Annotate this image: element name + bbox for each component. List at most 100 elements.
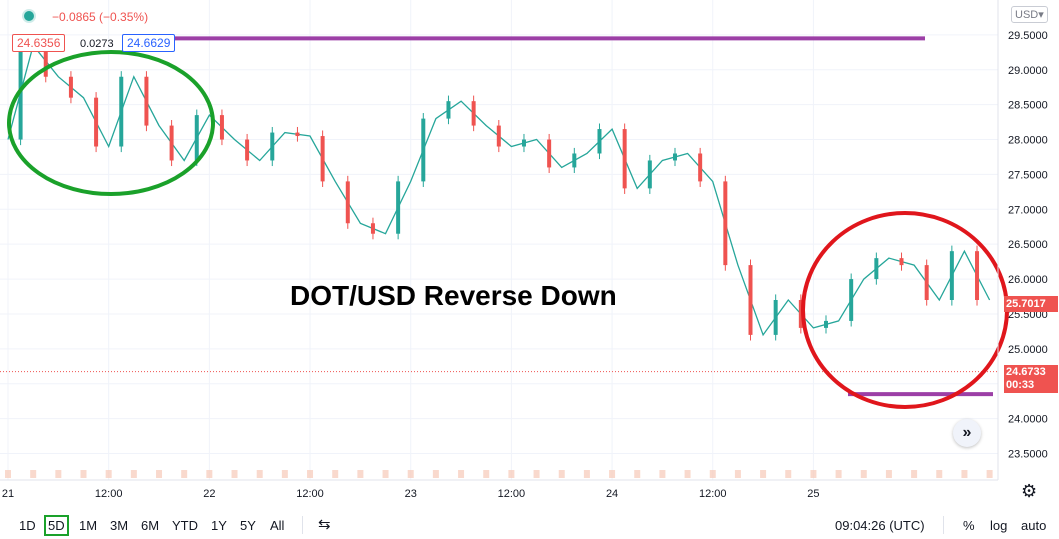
candle-body <box>572 153 577 168</box>
range-ytd[interactable]: YTD <box>172 518 198 533</box>
y-tick-label: 28.0000 <box>1008 135 1048 147</box>
x-tick-label: 12:00 <box>296 488 324 500</box>
range-1d[interactable]: 1D <box>19 518 36 533</box>
price-chart[interactable]: DOT/USD Reverse Down 23.500024.000024.50… <box>0 0 1059 510</box>
volume-bar <box>181 470 188 478</box>
volume-bar <box>256 470 263 478</box>
volume-bar <box>684 470 691 478</box>
candle-body <box>119 76 124 147</box>
candle-body <box>446 101 451 119</box>
volume-bar <box>206 470 213 478</box>
volume-bar <box>885 470 892 478</box>
chevron-down-icon: ▾ <box>1038 9 1044 21</box>
candle-body <box>924 265 929 300</box>
candle-body <box>370 223 375 234</box>
candle-body <box>320 136 325 182</box>
range-1m[interactable]: 1M <box>79 518 98 533</box>
volume-bar <box>307 470 314 478</box>
candle-body <box>672 153 677 161</box>
volume-bar <box>30 470 37 478</box>
candle-body <box>647 160 652 189</box>
currency-label: USD <box>1015 9 1039 21</box>
candle-body <box>396 181 401 234</box>
candle-body <box>94 97 99 147</box>
x-tick-label: 23 <box>405 488 417 500</box>
y-tick-label: 26.5000 <box>1008 239 1048 251</box>
utc-clock[interactable]: 09:04:26 (UTC) <box>835 518 925 533</box>
volume-bar <box>55 470 62 478</box>
x-tick-label: 12:00 <box>498 488 526 500</box>
volume-bar <box>407 470 414 478</box>
volume-bar <box>609 470 616 478</box>
candle-body <box>295 132 300 137</box>
x-tick-label: 24 <box>606 488 618 500</box>
goto-date-icon[interactable]: ⇆ <box>318 516 331 533</box>
volume-bar <box>634 470 641 478</box>
candle-body <box>345 181 350 224</box>
volume-bar <box>860 470 867 478</box>
eye-icon[interactable] <box>22 9 36 23</box>
percent-toggle[interactable]: % <box>963 518 975 533</box>
candle-body <box>748 265 753 335</box>
x-tick-label: 21 <box>2 488 14 500</box>
candle-body <box>144 76 149 126</box>
range-5d[interactable]: 5D <box>44 515 69 536</box>
range-3m[interactable]: 3M <box>110 518 129 533</box>
bid-price[interactable]: 24.6356 <box>12 34 66 52</box>
y-tick-label: 25.0000 <box>1008 344 1048 356</box>
candle-body <box>622 129 627 189</box>
last-price-label: 24.6733 00:33 <box>1004 365 1058 393</box>
separator <box>943 516 944 534</box>
volume-bar <box>583 470 590 478</box>
x-tick-label: 25 <box>807 488 819 500</box>
candle-body <box>723 181 728 266</box>
candle-body <box>824 320 829 328</box>
volume-bar <box>659 470 666 478</box>
log-toggle[interactable]: log <box>990 518 1008 533</box>
volume-bar <box>458 470 465 478</box>
volume-bar <box>156 470 163 478</box>
red-ellipse-annotation <box>801 211 1009 409</box>
candle-body <box>471 101 476 126</box>
candle-body <box>43 45 48 77</box>
y-tick-label: 27.0000 <box>1008 204 1048 216</box>
last-price-value: 24.6733 <box>1006 366 1046 378</box>
volume-bar <box>382 470 389 478</box>
candle-body <box>421 118 426 182</box>
range-6m[interactable]: 6M <box>141 518 160 533</box>
candle-body <box>698 153 703 182</box>
candle-body <box>949 251 954 300</box>
volume-bar <box>734 470 741 478</box>
candle-body <box>547 139 552 168</box>
candle-body <box>496 125 501 147</box>
gear-icon[interactable]: ⚙ <box>1021 481 1038 501</box>
scroll-to-realtime-button[interactable]: » <box>953 419 981 447</box>
y-tick-label: 23.5000 <box>1008 448 1048 460</box>
candle-body <box>169 125 174 161</box>
x-tick-label: 12:00 <box>95 488 123 500</box>
volume-bar <box>483 470 490 478</box>
volume-bar <box>533 470 540 478</box>
bottom-toolbar: 1D 5D 1M 3M 6M YTD 1Y 5Y All ⇆ 09:04:26 … <box>0 510 1059 539</box>
auto-toggle[interactable]: auto <box>1021 518 1047 533</box>
currency-selector[interactable]: USD▾ <box>1011 6 1048 23</box>
volume-bar <box>785 470 792 478</box>
volume-bar <box>986 470 993 478</box>
range-5y[interactable]: 5Y <box>240 518 256 533</box>
volume-bar <box>357 470 364 478</box>
current-price-label: 25.7017 <box>1004 296 1058 312</box>
range-all[interactable]: All <box>270 518 285 533</box>
volume-bar <box>558 470 565 478</box>
y-tick-label: 29.5000 <box>1008 30 1048 42</box>
candle-body <box>68 76 73 98</box>
candle-body <box>270 132 275 161</box>
volume-bar <box>835 470 842 478</box>
x-tick-label: 22 <box>203 488 215 500</box>
volume-bar <box>5 470 11 478</box>
volume-bar <box>936 470 943 478</box>
double-chevron-right-icon: » <box>962 424 972 441</box>
countdown-value: 00:33 <box>1006 379 1035 391</box>
volume-bar <box>760 470 767 478</box>
range-1y[interactable]: 1Y <box>211 518 227 533</box>
ask-price[interactable]: 24.6629 <box>122 34 176 52</box>
